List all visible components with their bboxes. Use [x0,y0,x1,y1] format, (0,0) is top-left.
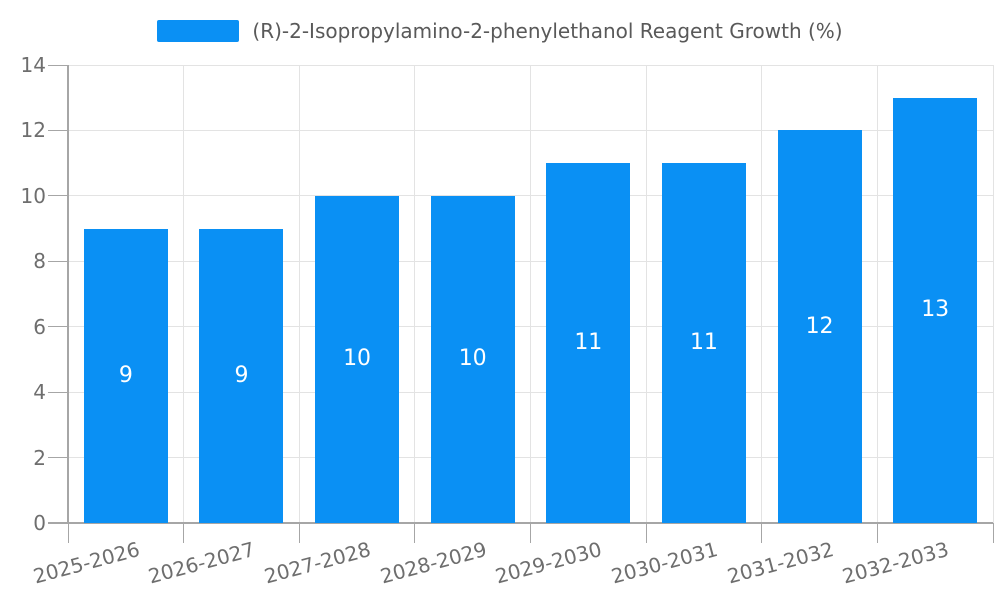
x-gridline [761,65,763,523]
bar-value-label: 11 [689,330,718,356]
y-tick [48,260,68,262]
y-tick-label: 6 [33,314,46,339]
x-tick-label: 2032-2033 [839,537,952,589]
bar[interactable] [893,97,978,523]
x-tick-label: 2025-2026 [30,537,143,589]
y-tick [48,457,68,459]
y-tick-label: 0 [33,511,46,535]
bar-value-label: 9 [234,362,249,388]
x-tick-label: 2027-2028 [261,537,374,589]
x-tick [298,523,300,543]
bar[interactable] [83,228,168,523]
x-gridline [530,65,531,523]
x-tick [761,523,763,543]
x-gridline [298,65,300,523]
x-gridline [183,65,185,523]
y-tick [48,195,68,197]
bar-value-label: 11 [574,330,603,356]
bar-value-label: 12 [805,313,834,339]
x-tick [876,523,878,543]
bar[interactable] [777,130,862,523]
x-tick-label: 2029-2030 [493,537,605,589]
y-tick [48,326,68,328]
bar-value-label: 13 [921,297,950,323]
x-tick [530,523,531,543]
y-tick-label: 10 [20,183,46,208]
legend-label: (R)-2-Isopropylamino-2-phenylethanol Rea… [252,19,843,43]
bar[interactable] [661,163,746,523]
x-tick-label: 2026-2027 [146,537,258,589]
y-tick-label: 8 [33,249,46,274]
x-gridline [414,65,416,523]
x-axis-line [48,522,993,524]
x-tick [183,523,185,543]
x-tick [645,523,647,543]
legend-swatch [157,20,240,42]
x-tick [414,523,416,543]
bar[interactable] [199,228,284,523]
x-gridline [876,65,878,523]
y-tick-label: 4 [33,380,46,405]
y-tick-label: 2 [33,445,46,470]
y-tick [48,391,68,393]
y-axis-line [67,65,69,523]
x-gridline [645,65,647,523]
legend[interactable]: (R)-2-Isopropylamino-2-phenylethanol Rea… [0,18,1000,44]
bar-value-label: 10 [343,346,372,372]
y-tick-label: 14 [20,53,46,77]
y-tick [48,64,68,66]
y-tick-label: 12 [20,118,46,143]
x-tick [67,523,69,543]
bar-value-label: 10 [458,346,487,372]
bar[interactable] [546,163,631,523]
bar-value-label: 9 [118,362,133,388]
x-tick [992,523,994,543]
bar[interactable] [430,195,515,523]
bar[interactable] [315,195,400,523]
x-tick-label: 2031-2032 [724,537,836,589]
y-tick [48,129,68,131]
x-tick-label: 2028-2029 [377,537,489,589]
x-gridline [992,65,994,523]
x-tick-label: 2030-2031 [608,537,721,589]
